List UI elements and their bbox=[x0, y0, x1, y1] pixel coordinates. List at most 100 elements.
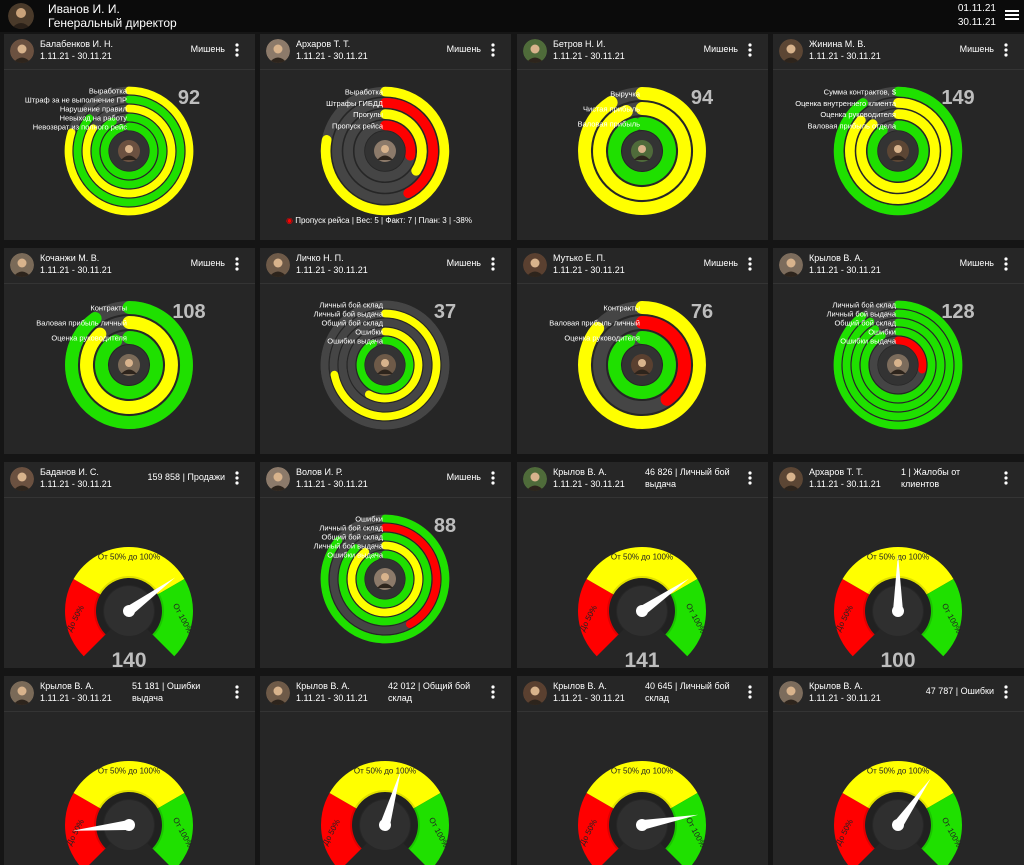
ring-arc[interactable] bbox=[845, 98, 951, 204]
target-card[interactable]: Балабенков И. Н. 1.11.21 - 30.11.21 Мишень… bbox=[4, 34, 255, 240]
ring-arc[interactable] bbox=[851, 318, 945, 412]
more-options-icon[interactable] bbox=[489, 42, 497, 58]
center-avatar[interactable] bbox=[118, 354, 140, 376]
ring-label: Штраф за не выполнение ПР bbox=[25, 96, 127, 105]
center-avatar[interactable] bbox=[887, 140, 909, 162]
ring-arc[interactable] bbox=[867, 120, 929, 182]
ring-arc[interactable] bbox=[330, 309, 441, 421]
ring-arc[interactable] bbox=[833, 86, 963, 216]
ring-arc[interactable] bbox=[578, 87, 706, 215]
employee-avatar[interactable] bbox=[266, 253, 290, 277]
ring-arc[interactable] bbox=[860, 327, 936, 403]
more-options-icon[interactable] bbox=[746, 42, 754, 58]
target-card[interactable]: Личко Н. П. 1.11.21 - 30.11.21 Мишень Личны… bbox=[260, 248, 511, 454]
employee-avatar[interactable] bbox=[10, 467, 34, 491]
ring-arc[interactable] bbox=[578, 301, 706, 429]
ring-arc[interactable] bbox=[65, 301, 193, 429]
gauge-card[interactable]: Крылов В. А. 1.11.21 - 30.11.21 42 012 | О… bbox=[260, 676, 511, 865]
ring-arc[interactable] bbox=[91, 113, 167, 189]
employee-avatar[interactable] bbox=[266, 681, 290, 705]
more-options-icon[interactable] bbox=[746, 256, 754, 272]
more-options-icon[interactable] bbox=[233, 684, 241, 700]
employee-avatar[interactable] bbox=[266, 467, 290, 491]
target-card[interactable]: Крылов В. А. 1.11.21 - 30.11.21 Мишень Личн… bbox=[773, 248, 1024, 454]
more-options-icon[interactable] bbox=[233, 470, 241, 486]
gauge-card[interactable]: Крылов В. А. 1.11.21 - 30.11.21 40 645 | Л… bbox=[517, 676, 768, 865]
more-options-icon[interactable] bbox=[1002, 684, 1010, 700]
more-options-icon[interactable] bbox=[233, 42, 241, 58]
ring-arc[interactable] bbox=[380, 120, 416, 161]
employee-avatar[interactable] bbox=[523, 681, 547, 705]
ring-arc[interactable] bbox=[64, 86, 194, 216]
employee-avatar[interactable] bbox=[779, 253, 803, 277]
ring-arc[interactable] bbox=[608, 117, 676, 185]
center-avatar[interactable] bbox=[374, 568, 396, 590]
center-avatar[interactable] bbox=[374, 140, 396, 162]
target-card[interactable]: Жинина М. В. 1.11.21 - 30.11.21 Мишень Сумм… bbox=[773, 34, 1024, 240]
ring-arc[interactable] bbox=[593, 102, 691, 200]
target-card[interactable]: Кочанжи М. В. 1.11.21 - 30.11.21 Мишень Кон… bbox=[4, 248, 255, 454]
ring-arc[interactable] bbox=[320, 300, 450, 430]
gauge-card[interactable]: Крылов В. А. 1.11.21 - 30.11.21 46 826 | Л… bbox=[517, 462, 768, 668]
target-card[interactable]: Архаров Т. Т. 1.11.21 - 30.11.21 Мишень Выр… bbox=[260, 34, 511, 240]
more-options-icon[interactable] bbox=[1002, 42, 1010, 58]
target-card[interactable]: Волов И. Р. 1.11.21 - 30.11.21 Мишень Ошибк… bbox=[260, 462, 511, 668]
ring-arc[interactable] bbox=[842, 309, 954, 421]
ring-label: Контракты bbox=[603, 304, 640, 313]
gauge-card[interactable]: Крылов В. А. 1.11.21 - 30.11.21 51 181 | О… bbox=[4, 676, 255, 865]
ring-arc[interactable] bbox=[833, 300, 963, 430]
employee-avatar[interactable] bbox=[523, 253, 547, 277]
more-options-icon[interactable] bbox=[489, 684, 497, 700]
center-avatar[interactable] bbox=[887, 354, 909, 376]
ring-arc[interactable] bbox=[338, 532, 432, 626]
employee-avatar[interactable] bbox=[779, 39, 803, 63]
center-avatar[interactable] bbox=[631, 354, 653, 376]
ring-arc[interactable] bbox=[608, 331, 676, 399]
ring-arc[interactable] bbox=[381, 523, 441, 628]
more-options-icon[interactable] bbox=[1002, 256, 1010, 272]
ring-label: Невыход на работу bbox=[60, 114, 128, 123]
user-avatar[interactable] bbox=[8, 3, 34, 29]
employee-avatar[interactable] bbox=[523, 467, 547, 491]
more-options-icon[interactable] bbox=[489, 470, 497, 486]
more-options-icon[interactable] bbox=[746, 470, 754, 486]
ring-arc[interactable] bbox=[73, 95, 185, 207]
ring-arc[interactable] bbox=[356, 550, 414, 608]
more-options-icon[interactable] bbox=[746, 684, 754, 700]
ring-arc[interactable] bbox=[320, 86, 450, 216]
employee-avatar[interactable] bbox=[266, 39, 290, 63]
ring-arc[interactable] bbox=[320, 514, 450, 644]
target-card[interactable]: Бетров Н. И. 1.11.21 - 30.11.21 Мишень Выру… bbox=[517, 34, 768, 240]
center-avatar[interactable] bbox=[118, 140, 140, 162]
employee-avatar[interactable] bbox=[10, 681, 34, 705]
ring-arc[interactable] bbox=[347, 541, 423, 617]
ring-arc[interactable] bbox=[635, 316, 691, 406]
gauge-card[interactable]: Крылов В. А. 1.11.21 - 30.11.21 47 787 | О… bbox=[773, 676, 1024, 865]
ring-arc[interactable] bbox=[95, 331, 163, 399]
more-options-icon[interactable] bbox=[1002, 470, 1010, 486]
more-options-icon[interactable] bbox=[233, 256, 241, 272]
more-options-icon[interactable] bbox=[489, 256, 497, 272]
ring-arc[interactable] bbox=[100, 122, 158, 180]
employee-avatar[interactable] bbox=[10, 253, 34, 277]
employee-avatar[interactable] bbox=[779, 681, 803, 705]
center-avatar[interactable] bbox=[631, 140, 653, 162]
ring-arc[interactable] bbox=[82, 104, 176, 198]
ring-arc[interactable] bbox=[365, 327, 423, 403]
ring-arc[interactable] bbox=[894, 336, 927, 374]
center-avatar[interactable] bbox=[374, 354, 396, 376]
ring-arc[interactable] bbox=[356, 336, 414, 394]
speedometer-gauge: До 50%От 50% до 100%От 100%112 bbox=[321, 760, 450, 865]
employee-avatar[interactable] bbox=[523, 39, 547, 63]
ring-arc[interactable] bbox=[338, 318, 432, 412]
ring-arc[interactable] bbox=[380, 109, 427, 176]
target-card[interactable]: Мутько Е. П. 1.11.21 - 30.11.21 Мишень Конт… bbox=[517, 248, 768, 454]
ring-arc[interactable] bbox=[856, 109, 940, 193]
gauge-card[interactable]: Архаров Т. Т. 1.11.21 - 30.11.21 1 | Жалоб… bbox=[773, 462, 1024, 668]
ring-arc[interactable] bbox=[80, 316, 178, 414]
gauge-card[interactable]: Баданов И. С. 1.11.21 - 30.11.21 159 858 |… bbox=[4, 462, 255, 668]
ring-arc[interactable] bbox=[380, 98, 438, 199]
employee-avatar[interactable] bbox=[10, 39, 34, 63]
hamburger-menu-icon[interactable] bbox=[1004, 7, 1020, 23]
employee-avatar[interactable] bbox=[779, 467, 803, 491]
